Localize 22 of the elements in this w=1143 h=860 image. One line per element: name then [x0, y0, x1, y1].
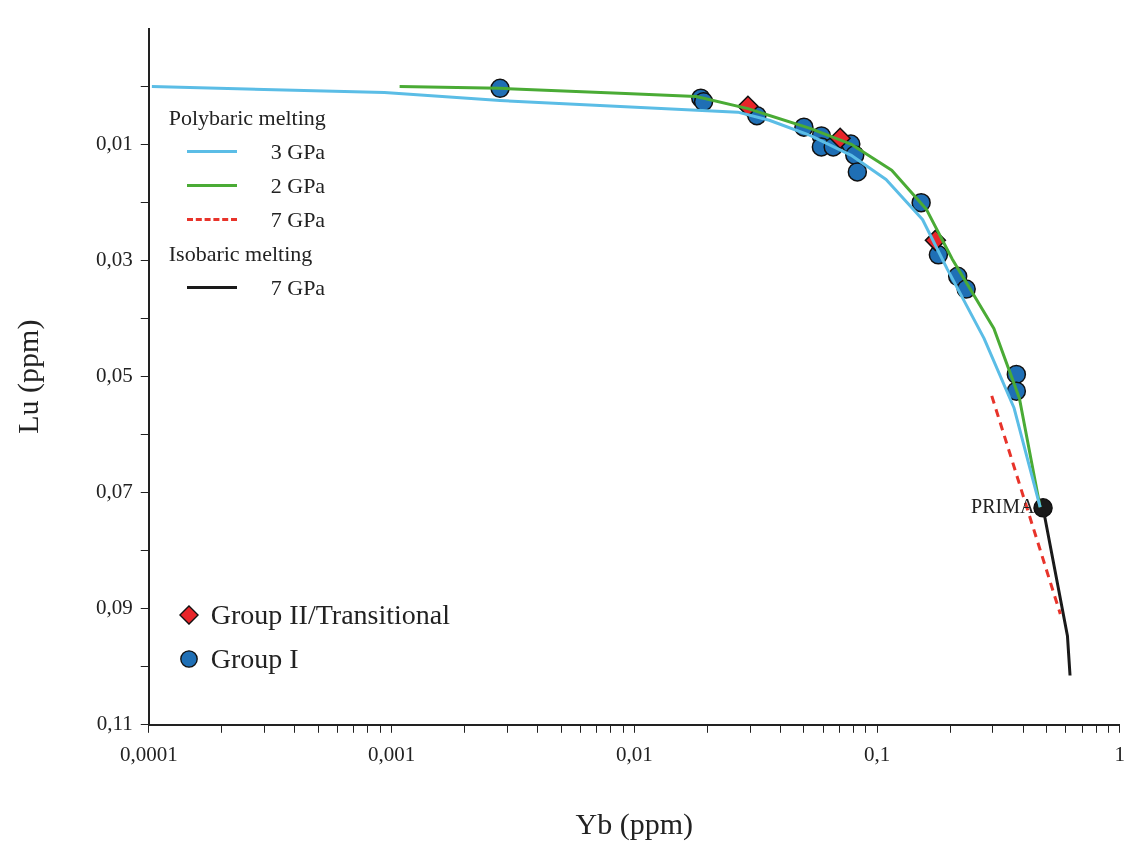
x-tick-label: 0,1: [863, 741, 891, 766]
legend-label: 3 GPa: [270, 137, 326, 166]
legend-label: Group II/Transitional: [210, 597, 451, 632]
legend-label: 2 GPa: [270, 171, 326, 200]
y-tick-label: 0,09: [96, 595, 133, 620]
legend-label: 7 GPa: [270, 205, 326, 234]
y-tick-label: 0,07: [96, 479, 133, 504]
y-tick-label: 0,03: [96, 247, 133, 272]
x-tick-label: 0,0001: [119, 741, 178, 766]
y-tick-label: 0,05: [96, 363, 133, 388]
legend-title: Polybaric melting: [168, 103, 326, 132]
legend-label: Group I: [210, 641, 299, 676]
x-tick-label: 0,01: [615, 741, 653, 766]
y-tick-label: 0,01: [96, 131, 133, 156]
y-axis-title: Lu (ppm): [10, 319, 45, 434]
legend-label: 7 GPa: [270, 273, 326, 302]
annotation: PRIMA: [971, 495, 1035, 518]
x-tick-label: 0,001: [367, 741, 416, 766]
annotation: Isobaric melting: [168, 239, 314, 268]
x-tick-label: 1: [1114, 741, 1125, 766]
y-tick-label: 0,11: [96, 711, 133, 736]
x-axis-title: Yb (ppm): [575, 806, 693, 841]
